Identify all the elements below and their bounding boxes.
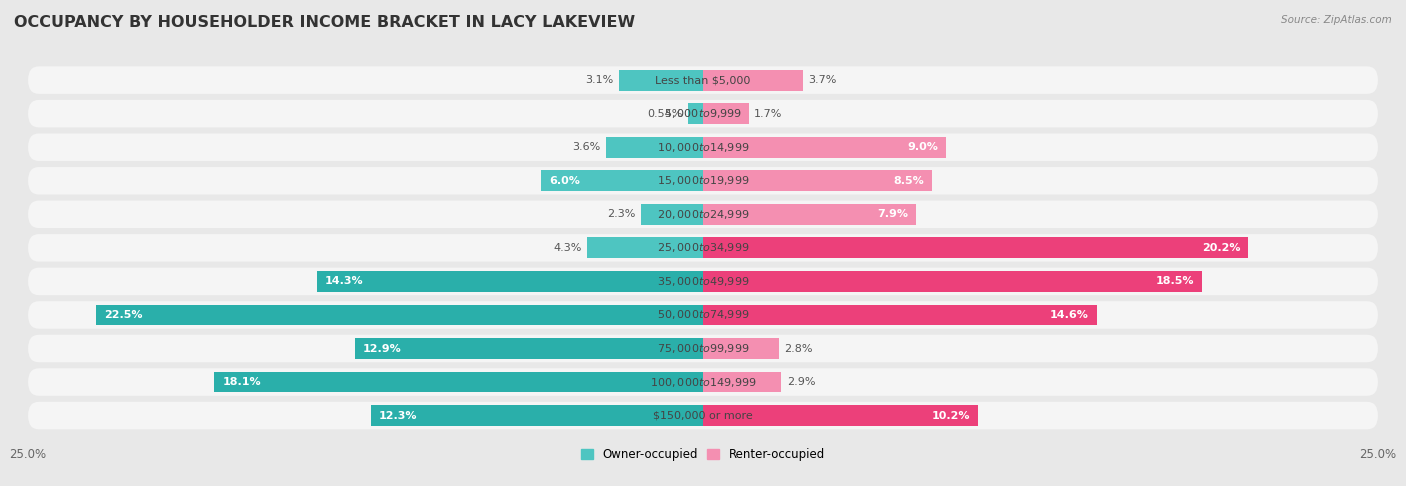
Text: 3.1%: 3.1% — [586, 75, 614, 85]
Bar — [703, 69, 803, 90]
Text: 2.9%: 2.9% — [787, 377, 815, 387]
Text: 4.3%: 4.3% — [553, 243, 582, 253]
Bar — [316, 271, 703, 292]
Bar — [703, 271, 1202, 292]
Bar — [606, 137, 703, 157]
FancyBboxPatch shape — [28, 234, 1378, 261]
Text: 2.3%: 2.3% — [607, 209, 636, 219]
Text: 18.5%: 18.5% — [1156, 277, 1194, 286]
Text: $150,000 or more: $150,000 or more — [654, 411, 752, 420]
Bar — [703, 137, 946, 157]
Bar — [371, 405, 703, 426]
Bar — [703, 405, 979, 426]
Bar — [703, 372, 782, 393]
Text: $25,000 to $34,999: $25,000 to $34,999 — [657, 242, 749, 254]
Text: 22.5%: 22.5% — [104, 310, 142, 320]
Text: 12.9%: 12.9% — [363, 344, 402, 353]
Text: 6.0%: 6.0% — [550, 176, 581, 186]
Bar — [586, 238, 703, 258]
Text: 14.6%: 14.6% — [1050, 310, 1090, 320]
Text: 12.3%: 12.3% — [380, 411, 418, 420]
FancyBboxPatch shape — [28, 368, 1378, 396]
Text: 7.9%: 7.9% — [877, 209, 908, 219]
Text: 10.2%: 10.2% — [932, 411, 970, 420]
Text: 0.54%: 0.54% — [648, 109, 683, 119]
Bar — [541, 171, 703, 191]
Bar — [703, 103, 749, 124]
Bar — [619, 69, 703, 90]
Text: $35,000 to $49,999: $35,000 to $49,999 — [657, 275, 749, 288]
Legend: Owner-occupied, Renter-occupied: Owner-occupied, Renter-occupied — [576, 443, 830, 466]
Text: $100,000 to $149,999: $100,000 to $149,999 — [650, 376, 756, 388]
Text: Source: ZipAtlas.com: Source: ZipAtlas.com — [1281, 15, 1392, 25]
Bar — [703, 204, 917, 225]
Text: $15,000 to $19,999: $15,000 to $19,999 — [657, 174, 749, 187]
FancyBboxPatch shape — [28, 67, 1378, 94]
FancyBboxPatch shape — [28, 100, 1378, 127]
Text: 2.8%: 2.8% — [785, 344, 813, 353]
Bar — [96, 305, 703, 325]
Bar — [703, 171, 932, 191]
Text: $20,000 to $24,999: $20,000 to $24,999 — [657, 208, 749, 221]
Text: 3.6%: 3.6% — [572, 142, 600, 152]
Bar — [703, 338, 779, 359]
FancyBboxPatch shape — [28, 402, 1378, 429]
Bar — [703, 238, 1249, 258]
Text: 1.7%: 1.7% — [754, 109, 783, 119]
Text: $10,000 to $14,999: $10,000 to $14,999 — [657, 141, 749, 154]
FancyBboxPatch shape — [28, 301, 1378, 329]
Text: $5,000 to $9,999: $5,000 to $9,999 — [664, 107, 742, 120]
Text: 8.5%: 8.5% — [894, 176, 924, 186]
Text: 14.3%: 14.3% — [325, 277, 364, 286]
FancyBboxPatch shape — [28, 167, 1378, 194]
Text: 3.7%: 3.7% — [808, 75, 837, 85]
Text: OCCUPANCY BY HOUSEHOLDER INCOME BRACKET IN LACY LAKEVIEW: OCCUPANCY BY HOUSEHOLDER INCOME BRACKET … — [14, 15, 636, 30]
Text: 9.0%: 9.0% — [907, 142, 938, 152]
Bar — [703, 305, 1097, 325]
Text: 18.1%: 18.1% — [222, 377, 262, 387]
Text: $50,000 to $74,999: $50,000 to $74,999 — [657, 309, 749, 321]
Text: 20.2%: 20.2% — [1202, 243, 1240, 253]
Bar — [354, 338, 703, 359]
Bar — [641, 204, 703, 225]
FancyBboxPatch shape — [28, 134, 1378, 161]
Text: Less than $5,000: Less than $5,000 — [655, 75, 751, 85]
FancyBboxPatch shape — [28, 335, 1378, 362]
Bar — [689, 103, 703, 124]
FancyBboxPatch shape — [28, 201, 1378, 228]
Bar — [214, 372, 703, 393]
Text: $75,000 to $99,999: $75,000 to $99,999 — [657, 342, 749, 355]
FancyBboxPatch shape — [28, 268, 1378, 295]
